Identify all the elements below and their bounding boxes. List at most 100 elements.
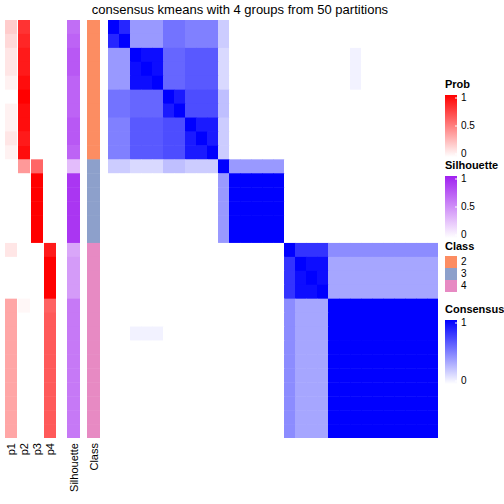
consensus-cell — [328, 173, 340, 187]
consensus-cell — [350, 62, 362, 76]
consensus-cell — [119, 118, 131, 132]
consensus-cell — [284, 201, 296, 215]
consensus-cell — [306, 187, 318, 201]
consensus-cell — [196, 396, 208, 410]
consensus-cell — [383, 187, 395, 201]
consensus-cell — [229, 285, 241, 299]
consensus-cell — [405, 173, 417, 187]
consensus-cell — [350, 257, 362, 271]
consensus-cell — [240, 131, 252, 145]
consensus-cell — [361, 104, 373, 118]
consensus-cell — [350, 410, 362, 424]
consensus-cell — [174, 396, 186, 410]
consensus-cell — [262, 159, 274, 173]
consensus-cell — [251, 76, 263, 90]
consensus-cell — [383, 340, 395, 354]
consensus-cell — [185, 173, 197, 187]
consensus-cell — [185, 62, 197, 76]
prob-cell — [5, 271, 17, 285]
consensus-cell — [229, 118, 241, 132]
consensus-cell — [240, 396, 252, 410]
consensus-cell — [284, 243, 296, 257]
consensus-cell — [163, 20, 175, 34]
consensus-cell — [174, 299, 186, 313]
consensus-cell — [350, 229, 362, 243]
consensus-cell — [174, 424, 186, 438]
consensus-cell — [207, 215, 219, 229]
consensus-cell — [405, 131, 417, 145]
consensus-cell — [218, 187, 230, 201]
consensus-cell — [317, 382, 329, 396]
prob-cell — [18, 187, 30, 201]
consensus-cell — [130, 313, 142, 327]
consensus-cell — [152, 118, 164, 132]
consensus-cell — [361, 145, 373, 159]
silhouette-cell — [67, 145, 80, 159]
consensus-cell — [339, 382, 351, 396]
consensus-cell — [207, 410, 219, 424]
consensus-cell — [240, 327, 252, 341]
consensus-cell — [130, 396, 142, 410]
prob-cell — [18, 118, 30, 132]
legend-swatch — [445, 256, 457, 268]
consensus-cell — [306, 340, 318, 354]
consensus-cell — [152, 145, 164, 159]
consensus-cell — [306, 354, 318, 368]
consensus-cell — [273, 424, 285, 438]
consensus-cell — [383, 62, 395, 76]
consensus-cell — [262, 90, 274, 104]
consensus-cell — [317, 229, 329, 243]
consensus-cell — [273, 20, 285, 34]
consensus-cell — [339, 118, 351, 132]
consensus-cell — [251, 187, 263, 201]
consensus-cell — [141, 313, 153, 327]
consensus-cell — [240, 243, 252, 257]
consensus-cell — [218, 118, 230, 132]
consensus-cell — [372, 424, 384, 438]
consensus-cell — [207, 187, 219, 201]
consensus-cell — [218, 159, 230, 173]
consensus-cell — [207, 396, 219, 410]
prob-cell — [5, 20, 17, 34]
consensus-cell — [361, 368, 373, 382]
consensus-cell — [372, 90, 384, 104]
consensus-cell — [152, 187, 164, 201]
consensus-cell — [229, 424, 241, 438]
consensus-cell — [372, 354, 384, 368]
consensus-cell — [394, 62, 406, 76]
consensus-cell — [328, 229, 340, 243]
prob-cell — [5, 410, 17, 424]
prob-cell — [5, 313, 17, 327]
consensus-cell — [416, 327, 428, 341]
consensus-cell — [218, 173, 230, 187]
consensus-cell — [317, 327, 329, 341]
prob-cell — [18, 131, 30, 145]
consensus-cell — [383, 313, 395, 327]
consensus-cell — [251, 243, 263, 257]
prob-cell — [44, 173, 56, 187]
consensus-cell — [130, 243, 142, 257]
consensus-cell — [383, 48, 395, 62]
consensus-cell — [284, 382, 296, 396]
consensus-cell — [108, 285, 120, 299]
consensus-cell — [361, 90, 373, 104]
silhouette-cell — [67, 20, 80, 34]
silhouette-cell — [67, 424, 80, 438]
colorbar-tick-label: 0 — [461, 229, 467, 240]
consensus-cell — [295, 173, 307, 187]
consensus-cell — [273, 159, 285, 173]
consensus-cell — [163, 396, 175, 410]
consensus-cell — [163, 382, 175, 396]
consensus-cell — [185, 90, 197, 104]
class-cell — [87, 48, 100, 62]
consensus-cell — [317, 299, 329, 313]
consensus-cell — [229, 76, 241, 90]
consensus-cell — [394, 410, 406, 424]
consensus-cell — [405, 215, 417, 229]
consensus-cell — [207, 90, 219, 104]
consensus-cell — [416, 187, 428, 201]
consensus-cell — [163, 327, 175, 341]
prob-cell — [44, 299, 56, 313]
consensus-cell — [196, 104, 208, 118]
consensus-cell — [284, 159, 296, 173]
